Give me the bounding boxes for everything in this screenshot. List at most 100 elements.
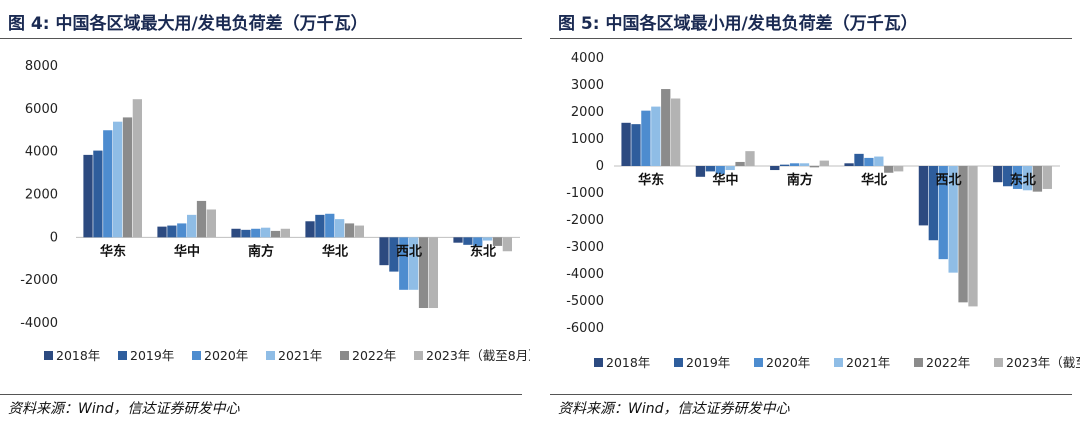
- bar: [705, 166, 715, 172]
- bar: [206, 209, 216, 238]
- source-note: 资料来源：Wind，信达证券研发中心: [558, 401, 790, 417]
- bar: [305, 221, 315, 238]
- bar: [473, 237, 483, 246]
- bar: [864, 157, 874, 166]
- bar: [157, 226, 167, 238]
- bar: [928, 166, 938, 241]
- bar: [844, 163, 854, 166]
- legend-label: 2021年: [278, 348, 322, 363]
- bar: [103, 130, 113, 238]
- bar: [354, 225, 364, 238]
- bar: [335, 219, 345, 238]
- category-label: 华东: [100, 243, 126, 259]
- bar: [958, 166, 968, 303]
- y-tick-label: -2000: [20, 273, 58, 288]
- bar: [799, 163, 810, 166]
- legend-swatch: [192, 351, 201, 360]
- legend-swatch: [834, 358, 843, 367]
- legend-swatch: [994, 358, 1003, 367]
- y-tick-label: 2000: [25, 188, 58, 203]
- bar: [651, 106, 661, 166]
- legend-swatch: [594, 358, 603, 367]
- legend-label: 2021年: [846, 355, 890, 370]
- y-tick-label: -5000: [566, 294, 604, 309]
- bar: [780, 164, 790, 166]
- bar: [315, 214, 325, 238]
- bar: [83, 154, 93, 238]
- bar: [379, 237, 389, 266]
- bar: [167, 225, 177, 238]
- y-tick-label: 0: [596, 159, 604, 174]
- bar: [968, 166, 978, 307]
- y-tick-label: -6000: [566, 321, 604, 336]
- bar: [1022, 166, 1033, 191]
- bar: [725, 166, 735, 171]
- bar: [918, 166, 929, 226]
- legend-label: 2023年（截至8月）: [1006, 355, 1080, 370]
- y-tick-label: 6000: [25, 102, 58, 117]
- legend-label: 2020年: [766, 355, 810, 370]
- legend-label: 2019年: [130, 348, 174, 363]
- legend-label: 2022年: [926, 355, 970, 370]
- bar: [874, 156, 884, 166]
- legend-label: 2018年: [56, 348, 100, 363]
- bar: [715, 166, 725, 175]
- bar: [1012, 166, 1023, 189]
- y-tick-label: -4000: [20, 316, 58, 331]
- source-divider: [0, 394, 522, 395]
- legend-swatch: [118, 351, 127, 360]
- bar: [428, 237, 438, 309]
- category-label: 华东: [638, 172, 664, 188]
- y-tick-label: 0: [50, 230, 58, 245]
- y-tick-label: 8000: [25, 59, 58, 74]
- legend-swatch: [340, 351, 349, 360]
- legend-swatch: [414, 351, 423, 360]
- y-tick-label: 1000: [571, 132, 604, 147]
- legend-swatch: [674, 358, 683, 367]
- y-tick-label: -2000: [566, 213, 604, 228]
- bar-chart-min-load-diff: -6000 -5000 -4000 -3000 -2000 -1000 0 1000 2000 3…: [566, 51, 1080, 370]
- bar: [93, 150, 103, 238]
- title-divider: [0, 38, 522, 39]
- bar: [187, 214, 197, 238]
- bar: [1042, 166, 1052, 189]
- bar: [344, 223, 355, 238]
- category-label: 南方: [787, 172, 813, 188]
- bar: [492, 237, 503, 246]
- legend-swatch: [914, 358, 923, 367]
- bar: [463, 237, 473, 245]
- bar: [631, 124, 641, 166]
- bar: [325, 213, 335, 238]
- bar: [418, 237, 429, 309]
- bar: [670, 98, 681, 166]
- bar: [938, 166, 948, 260]
- bar: [231, 228, 241, 238]
- bar: [196, 200, 207, 238]
- bar: [819, 160, 829, 166]
- bar: [280, 228, 290, 238]
- title-divider: [550, 38, 1072, 39]
- category-label: 华北: [322, 243, 348, 259]
- bar: [453, 237, 463, 243]
- bar: [789, 163, 800, 166]
- bar: [893, 166, 904, 172]
- category-label: 南方: [248, 243, 274, 259]
- category-label: 华中: [174, 243, 200, 259]
- bar-chart-max-load-diff: -4000 -2000 0 2000 4000 6000 8000 华东 华中 南方 华北 西北 东北 2…: [20, 59, 530, 363]
- bar: [735, 161, 745, 166]
- bar: [621, 122, 631, 166]
- legend-label: 2019年: [686, 355, 730, 370]
- source-divider: [550, 394, 1072, 395]
- legend-label: 2018年: [606, 355, 650, 370]
- bar: [113, 121, 123, 238]
- bar: [483, 237, 493, 241]
- bar: [177, 223, 187, 238]
- legend-label: 2020年: [204, 348, 248, 363]
- bar: [770, 166, 780, 171]
- bar: [993, 166, 1003, 183]
- bar: [854, 153, 864, 166]
- y-tick-label: -3000: [566, 240, 604, 255]
- bar: [745, 151, 755, 166]
- legend-swatch: [754, 358, 763, 367]
- y-tick-label: 4000: [25, 145, 58, 160]
